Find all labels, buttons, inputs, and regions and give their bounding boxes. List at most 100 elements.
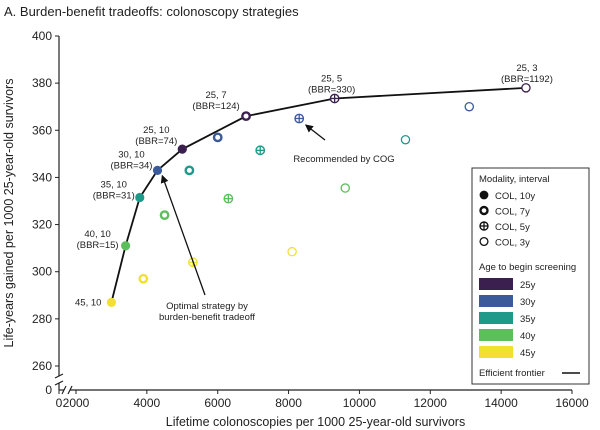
point-30y-7y: [212, 132, 223, 143]
point-label: 35, 10 (BBR=31): [93, 179, 135, 201]
marker-thick-ring: [159, 210, 170, 221]
annotations: Optimal strategy by burden-benefit tradeo…: [159, 124, 395, 323]
annotation-text: Optimal strategy by burden-benefit tradeo…: [159, 301, 255, 323]
point-label: 25, 5 (BBR=330): [308, 73, 355, 95]
point-label-line: (BBR=74): [135, 136, 177, 147]
x-tick-label: 14000: [484, 396, 518, 410]
point-label: 30, 10 (BBR=34): [110, 149, 152, 171]
legend-modality-label: COL, 7y: [495, 207, 530, 218]
marker-thick-ring: [479, 205, 489, 216]
marker-open-ring: [340, 183, 351, 193]
marker-open-ring: [479, 236, 489, 247]
legend-marker-5y: [479, 221, 489, 231]
legend-age-label: 45y: [520, 348, 536, 359]
point-35y-5y: [255, 145, 266, 156]
point-40y-7y: [159, 210, 170, 221]
legend-modality-title: Modality, interval: [479, 174, 550, 185]
y-tick-label: 0: [45, 383, 52, 397]
point-40y-10y: [121, 241, 131, 251]
point-30y-10y: [152, 165, 163, 175]
annotation-cog: Recommended by COG: [293, 124, 395, 165]
y-tick-label: 320: [32, 218, 52, 232]
legend-age-label: 40y: [520, 331, 536, 342]
marker-thick-ring: [138, 273, 149, 284]
x-ticks: 0 2000 4000 6000 8000 10000 12000 14000 16000: [56, 390, 589, 410]
legend-modality-label: COL, 5y: [495, 222, 530, 233]
marker-filled: [177, 144, 187, 154]
y-tick-label: 300: [32, 265, 52, 279]
legend-marker-7y: [479, 205, 489, 216]
y-tick-label: 280: [32, 312, 52, 326]
point-label-line: (BBR=124): [192, 101, 239, 112]
x-tick-label: 16000: [555, 396, 589, 410]
legend-age-label: 25y: [520, 280, 536, 291]
x-tick-label: 2000: [63, 396, 90, 410]
y-axis-label: Life-years gained per 1000 25-year-old s…: [2, 79, 16, 348]
legend-marker-3y: [479, 236, 489, 247]
marker-filled: [121, 241, 131, 251]
x-tick-label: 4000: [134, 396, 161, 410]
point-label: 25, 3 (BBR=1192): [501, 63, 553, 85]
x-tick-label: 12000: [414, 396, 448, 410]
marker-thick-ring: [184, 165, 195, 176]
legend-modality-label: COL, 3y: [495, 238, 530, 249]
legend-swatch-45y: [479, 346, 513, 358]
legend-frontier-label: Efficient frontier: [479, 368, 545, 379]
x-axis-break-mark: [67, 385, 73, 395]
legend-swatch-30y: [479, 295, 513, 307]
point-label-line: (BBR=330): [308, 84, 355, 95]
legend-swatch-35y: [479, 312, 513, 324]
point-label: 25, 10 (BBR=74): [135, 125, 177, 147]
point-35y-10y: [135, 192, 145, 203]
point-label-line: 40, 10: [84, 229, 110, 240]
marker-filled: [152, 165, 163, 175]
marker-filled: [135, 192, 145, 203]
annotation-text-line: Optimal strategy by: [166, 301, 248, 312]
marker-thick-ring: [212, 132, 223, 143]
point-label-line: 30, 10: [118, 149, 144, 160]
point-40y-3y: [340, 183, 351, 193]
legend: Modality, interval COL, 10y COL, 7y COL, 5y…: [471, 167, 590, 385]
y-tick-label: 340: [32, 170, 52, 184]
marker-thick-ring: [241, 111, 251, 122]
annotation-arrow: [160, 174, 206, 296]
frontier-line: [110, 86, 526, 303]
x-axis-label: Lifetime colonoscopies per 1000 25-year-…: [166, 415, 465, 429]
marker-open-ring: [464, 101, 475, 112]
point-25y-10y: [177, 144, 187, 154]
annotation-text-line: burden-benefit tradeoff: [159, 312, 255, 323]
point-labels: 25, 10 (BBR=74) 25, 7 (BBR=124) 25, 5 (BBR=33…: [75, 63, 553, 309]
marker-open-ring: [287, 246, 297, 257]
x-tick-label: 0: [56, 396, 63, 410]
legend-swatch-25y: [479, 278, 513, 290]
marker-open-ring: [400, 134, 411, 145]
annotation-optimal: Optimal strategy by burden-benefit tradeo…: [159, 174, 255, 323]
legend-swatch-40y: [479, 329, 513, 341]
y-tick-label: 260: [32, 359, 52, 373]
annotation-text-line: Recommended by COG: [293, 154, 394, 165]
y-tick-label: 380: [32, 76, 52, 90]
legend-marker-10y: [479, 190, 489, 200]
legend-age-label: 30y: [520, 297, 536, 308]
point-35y-7y: [184, 165, 195, 176]
point-label-line: (BBR=31): [93, 190, 135, 201]
data-points: [106, 83, 531, 307]
point-30y-3y: [464, 101, 475, 112]
point-30y-5y: [294, 113, 305, 124]
y-ticks: 260 280 300 320 340 360 380 400 0: [32, 29, 59, 397]
efficient-frontier: [110, 86, 526, 303]
marker-filled: [479, 190, 489, 200]
point-label-line: 25, 5: [321, 73, 342, 84]
point-25y-3y: [521, 83, 531, 93]
point-label-line: (BBR=15): [77, 240, 119, 251]
legend-modality-label: COL, 10y: [495, 191, 535, 202]
marker-open-ring: [521, 83, 531, 93]
legend-age-title: Age to begin screening: [479, 262, 576, 273]
y-axis-break-mark: [54, 380, 64, 386]
point-45y-3y: [287, 246, 297, 257]
chart-title: A. Burden-benefit tradeoffs: colonoscopy…: [4, 4, 299, 19]
point-45y-10y: [106, 297, 117, 307]
point-label-line: (BBR=34): [110, 160, 152, 171]
y-tick-label: 400: [32, 29, 52, 43]
